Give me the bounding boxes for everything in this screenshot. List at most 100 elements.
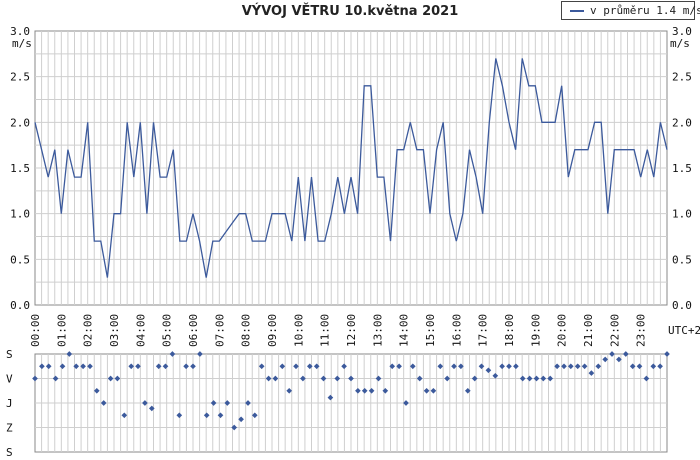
direction-point [334,375,341,382]
y-tick-label: 0.0 [672,299,692,312]
direction-point [155,363,162,370]
direction-point [622,351,629,357]
direction-tick-label: Z [6,422,13,435]
direction-point [162,363,169,370]
x-tick-label: 23:00 [635,314,648,347]
x-tick-label: 14:00 [398,314,411,347]
x-tick-label: 15:00 [424,314,437,347]
direction-tick-label: J [6,397,13,410]
direction-point [389,363,396,370]
x-tick-label: 04:00 [134,314,147,347]
direction-point [348,375,354,382]
direction-point [121,412,128,419]
y-tick-label: 0.0 [10,299,30,312]
y-tick-label: 3.0 [672,25,692,38]
direction-tick-label: V [6,373,13,386]
speed-series [34,58,668,278]
direction-point [355,387,361,394]
x-tick-label: 21:00 [582,314,595,347]
y-tick-label: 1.0 [10,208,30,221]
direction-point [135,363,141,370]
direction-point [423,387,430,394]
direction-point [616,356,622,363]
y-tick-label: 3.0 [10,25,30,38]
y-tick-label: 1.5 [672,162,692,175]
y-tick-label: 1.5 [10,162,30,175]
x-tick-label: 17:00 [477,314,490,347]
direction-point [657,363,663,370]
direction-point [327,394,334,401]
direction-series [32,351,670,431]
x-tick-label: 01:00 [55,314,68,347]
y-unit-right: m/s [670,37,690,50]
direction-point [203,412,210,419]
direction-point [409,363,416,370]
x-tick-label: 09:00 [266,314,279,347]
speed-line [34,58,668,278]
direction-point [114,375,121,382]
direction-point [300,375,306,382]
direction-point [286,387,293,394]
x-tick-label: 07:00 [213,314,226,347]
legend-line-swatch [570,10,584,12]
direction-point [197,351,203,357]
direction-point [293,363,299,370]
y-tick-label: 2.0 [672,116,692,129]
direction-point [636,363,643,370]
direction-point [485,367,492,374]
chart-title: VÝVOJ VĚTRU 10.května 2021 [241,4,459,19]
x-tick-label: 10:00 [292,314,305,347]
direction-point [554,363,560,370]
x-tick-label: 12:00 [345,314,358,347]
x-tick-label: 18:00 [503,314,516,347]
direction-point [499,363,505,370]
x-tick-label: 22:00 [608,314,621,347]
speed-grid [35,31,667,305]
direction-point [540,375,547,382]
y-tick-label: 0.5 [10,253,30,266]
direction-point [561,363,567,370]
direction-point [224,400,231,406]
direction-point [238,416,244,423]
x-tick-label: 20:00 [556,314,569,347]
direction-point [403,400,409,406]
x-tick-label: 13:00 [371,314,384,347]
direction-point [148,405,155,412]
direction-point [210,400,217,406]
y-tick-label: 2.5 [10,71,30,84]
direction-point [272,375,279,382]
direction-point [128,363,135,370]
direction-point [513,363,519,370]
x-tick-label: 16:00 [450,314,463,347]
direction-point [519,375,526,382]
direction-point [588,370,595,376]
direction-point [506,363,512,370]
direction-point [190,363,196,370]
direction-point [437,363,444,370]
direction-point [643,375,650,382]
speed-yticks-right: 0.0 0.5 1.0 1.5 2.0 2.5 3.0 [672,25,692,312]
direction-point [492,372,499,379]
direction-point [279,363,286,370]
direction-point [382,387,389,394]
speed-yticks-left: 0.0 0.5 1.0 1.5 2.0 2.5 3.0 [10,25,30,312]
direction-point [664,351,670,357]
direction-point [533,375,540,382]
direction-tick-label: S [6,446,13,459]
x-tick-label: 05:00 [161,314,174,347]
y-unit-left: m/s [12,37,32,50]
direction-point [142,400,148,406]
x-tick-label: 02:00 [82,314,95,347]
direction-point [87,363,93,370]
direction-point [313,363,320,370]
direction-point [100,400,107,406]
direction-point [265,375,272,382]
direction-point [478,363,485,370]
x-tick-label: 11:00 [319,314,332,347]
direction-point [416,375,423,382]
direction-point [93,387,100,394]
direction-point [176,412,183,419]
y-tick-label: 1.0 [672,208,692,221]
direction-point [80,363,86,370]
direction-tick-label: S [6,348,13,361]
